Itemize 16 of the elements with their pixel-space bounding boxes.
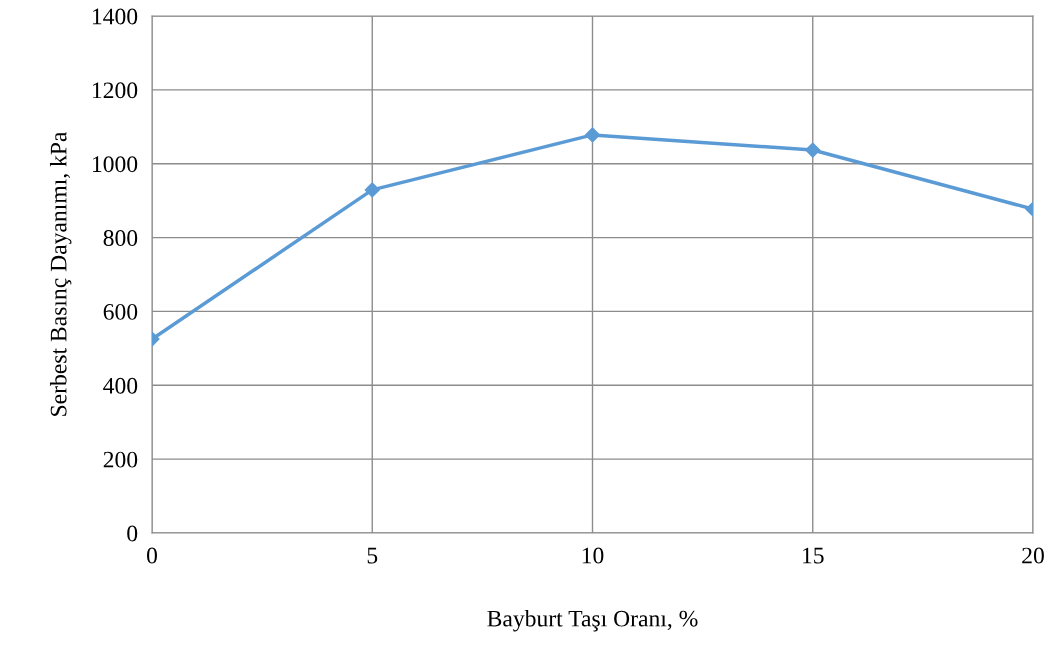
y-tick-label: 0 <box>127 525 138 542</box>
y-tick-label: 1200 <box>92 82 138 99</box>
x-tick-label: 10 <box>582 547 604 564</box>
x-tick-label: 20 <box>1022 547 1044 564</box>
x-axis-title: Bayburt Taşı Oranı, % <box>487 609 698 632</box>
y-tick-label: 400 <box>103 377 138 394</box>
y-tick-label: 200 <box>103 451 138 468</box>
y-tick-label: 1400 <box>92 8 138 25</box>
x-tick-label: 0 <box>147 547 157 564</box>
point <box>584 127 601 143</box>
y-axis-title: Serbest Basınç Dayanımı, kPa <box>49 131 72 416</box>
x-tick-label: 5 <box>367 547 378 564</box>
x-tick-label: 15 <box>803 547 824 564</box>
y-tick-label: 800 <box>103 230 138 246</box>
y-tick-label: 1000 <box>92 156 138 173</box>
y-tick-label: 600 <box>103 303 138 320</box>
